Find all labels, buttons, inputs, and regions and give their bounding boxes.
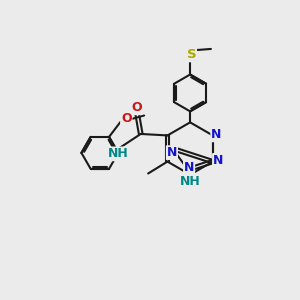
Text: N: N xyxy=(211,128,221,141)
Text: NH: NH xyxy=(180,175,200,188)
Text: O: O xyxy=(121,112,132,125)
Text: N: N xyxy=(213,154,223,167)
Text: N: N xyxy=(167,146,177,159)
Text: N: N xyxy=(184,161,194,174)
Text: S: S xyxy=(187,48,196,62)
Text: NH: NH xyxy=(108,147,128,161)
Text: O: O xyxy=(131,101,142,114)
